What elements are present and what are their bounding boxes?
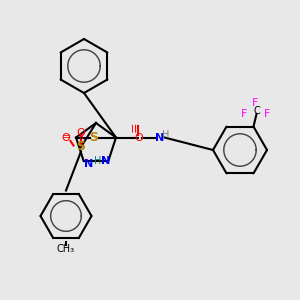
Text: N: N xyxy=(101,156,110,166)
Text: CH₃: CH₃ xyxy=(57,244,75,254)
Text: =: = xyxy=(128,122,141,132)
Text: N: N xyxy=(83,159,93,169)
Text: F: F xyxy=(241,109,248,119)
Text: H: H xyxy=(94,156,101,166)
Text: N: N xyxy=(155,133,165,142)
Text: =: = xyxy=(77,130,88,139)
Text: =: = xyxy=(63,132,72,142)
Text: O: O xyxy=(61,133,70,143)
Text: H: H xyxy=(162,130,170,140)
Text: O: O xyxy=(135,133,143,142)
Text: F: F xyxy=(264,109,270,119)
Text: C: C xyxy=(253,106,260,116)
Text: F: F xyxy=(252,98,258,109)
Text: S: S xyxy=(89,131,98,144)
Text: O: O xyxy=(76,128,85,139)
Text: S: S xyxy=(76,140,85,154)
